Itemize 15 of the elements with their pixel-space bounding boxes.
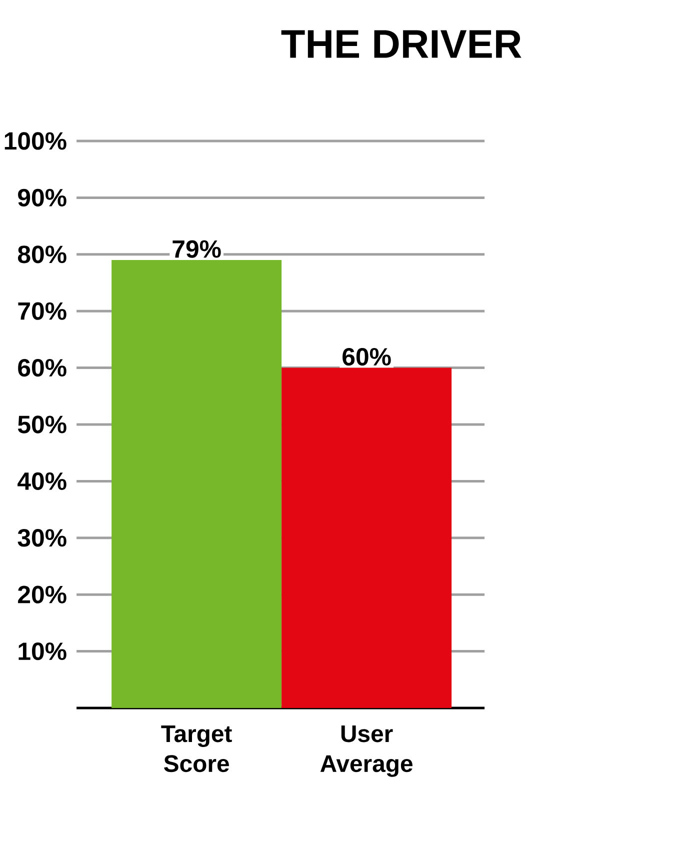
y-tick-label: 10% (18, 642, 67, 660)
data-label: 79% (172, 240, 222, 258)
y-tick-label: 70% (18, 302, 67, 320)
y-tick-label: 100% (5, 132, 67, 150)
y-tick-label: 40% (18, 472, 67, 490)
data-label: 60% (342, 348, 392, 366)
x-tick-label: User Average (320, 726, 413, 777)
chart-title: THE DRIVER (282, 30, 522, 58)
y-tick-label: 30% (18, 529, 67, 547)
x-tick-label: Target Score (161, 726, 232, 772)
y-tick-label: 90% (18, 188, 67, 207)
y-tick-label: 20% (18, 586, 67, 604)
y-tick-label: 80% (18, 246, 67, 264)
y-tick-label: 50% (18, 416, 67, 434)
y-tick-label: 60% (18, 358, 67, 377)
